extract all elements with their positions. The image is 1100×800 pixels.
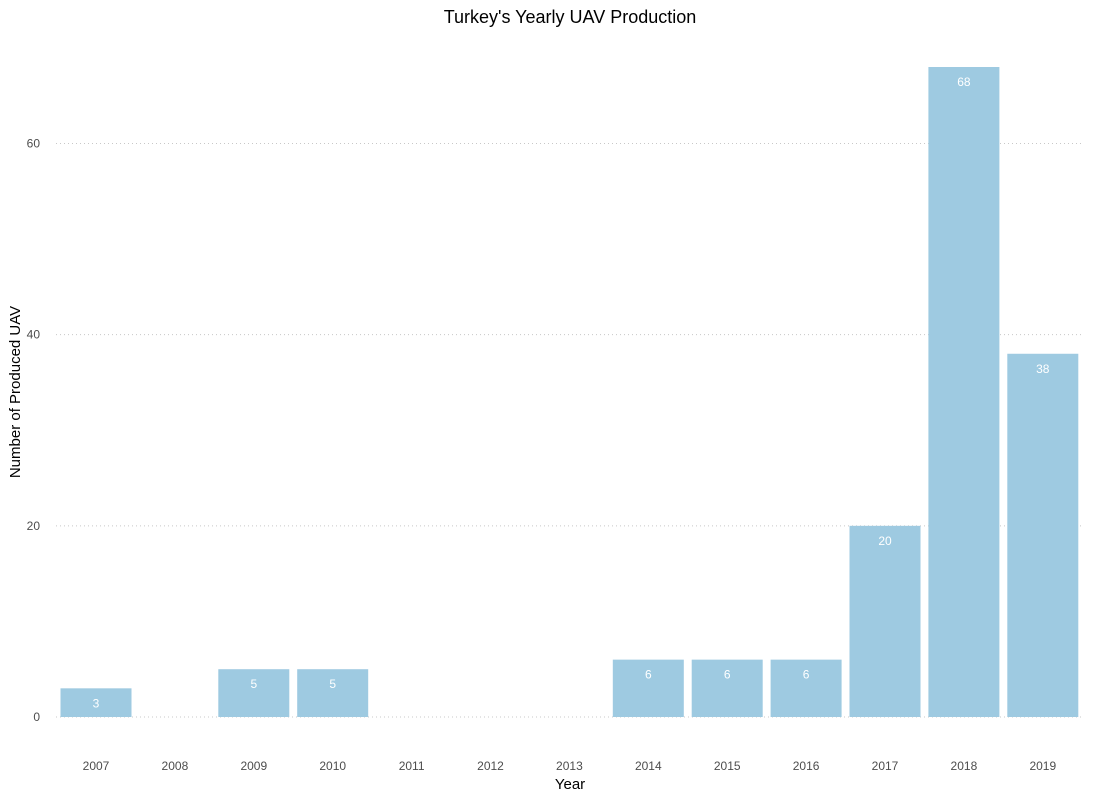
x-tick-label-2014: 2014 xyxy=(635,759,662,773)
bar-value-label-2014: 6 xyxy=(645,668,652,682)
y-tick-label: 40 xyxy=(27,328,41,342)
x-tick-label-2019: 2019 xyxy=(1029,759,1056,773)
bar-2014 xyxy=(612,659,684,717)
y-tick-label: 0 xyxy=(33,710,40,724)
bar-2010 xyxy=(297,669,369,717)
x-tick-label-2009: 2009 xyxy=(240,759,267,773)
y-tick-label: 20 xyxy=(27,519,41,533)
bar-value-label-2015: 6 xyxy=(724,668,731,682)
x-tick-label-2017: 2017 xyxy=(872,759,899,773)
bar-value-label-2016: 6 xyxy=(803,668,810,682)
y-axis-title: Number of Produced UAV xyxy=(7,306,24,478)
bars xyxy=(60,67,1079,717)
x-tick-label-2016: 2016 xyxy=(793,759,820,773)
bar-2018 xyxy=(928,67,1000,717)
x-tick-label-2010: 2010 xyxy=(319,759,346,773)
x-tick-label-2012: 2012 xyxy=(477,759,504,773)
bar-value-label-2009: 5 xyxy=(250,677,257,691)
y-tick-label: 60 xyxy=(27,136,41,150)
x-tick-label-2013: 2013 xyxy=(556,759,583,773)
chart-title: Turkey's Yearly UAV Production xyxy=(444,7,697,27)
x-tick-label-2018: 2018 xyxy=(951,759,978,773)
bar-2009 xyxy=(218,669,290,717)
x-axis-title: Year xyxy=(555,776,585,793)
x-tick-label-2011: 2011 xyxy=(399,759,425,773)
bar-value-label-2007: 3 xyxy=(93,696,100,710)
y-axis-ticks: 0 20 40 60 xyxy=(27,136,41,724)
x-tick-label-2007: 2007 xyxy=(83,759,110,773)
x-tick-label-2008: 2008 xyxy=(162,759,189,773)
bar-value-label-2018: 68 xyxy=(957,75,971,89)
bar-2007 xyxy=(60,688,132,717)
x-tick-label-2015: 2015 xyxy=(714,759,741,773)
bar-2016 xyxy=(770,659,842,717)
bar-2015 xyxy=(691,659,763,717)
bar-2019 xyxy=(1007,353,1079,717)
x-axis-ticks: 2007 2008 2009 2010 2011 2012 2013 2014 2015 2016… xyxy=(83,759,1057,773)
bar-value-label-2017: 20 xyxy=(878,534,892,548)
bar-value-label-2019: 38 xyxy=(1036,362,1050,376)
bar-labels: 3 5 5 6 6 6 20 68 38 xyxy=(93,75,1050,710)
bar-2017 xyxy=(849,525,921,717)
bar-value-label-2010: 5 xyxy=(329,677,336,691)
